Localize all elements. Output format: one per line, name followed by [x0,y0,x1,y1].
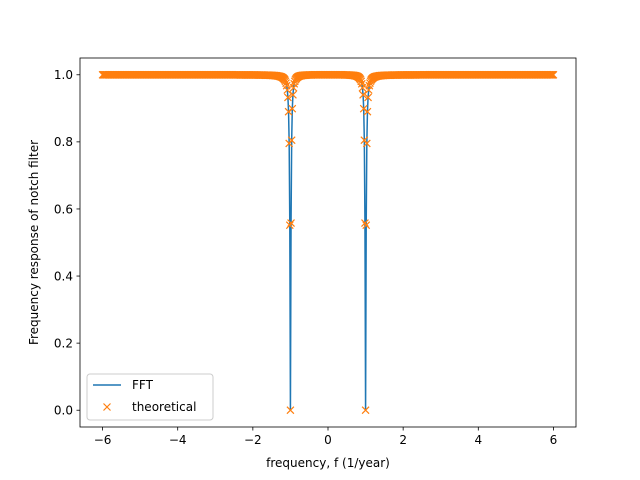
x-tick-label: 6 [550,433,558,447]
y-tick-label: 0.8 [54,135,73,149]
x-tick-label: −2 [244,433,262,447]
y-axis-ticks: 0.0 0.2 0.4 0.6 0.8 1.0 [54,68,80,418]
theoretical-point [549,70,558,79]
legend: FFT theoretical [86,373,214,421]
y-axis-label: Frequency response of notch filter [27,140,41,345]
x-tick-label: −4 [169,433,187,447]
theoretical-point [282,79,290,87]
legend-theoretical-swatch [103,403,111,411]
y-tick-label: 0.0 [54,404,73,418]
theoretical-point [289,90,297,99]
x-tick-label: −6 [94,433,112,447]
y-tick-label: 1.0 [54,68,73,82]
y-tick-label: 0.4 [54,269,73,283]
theoretical-point [363,107,372,116]
series-layer [98,70,558,415]
theoretical-point [285,221,294,230]
theoretical-point [362,221,371,230]
theoretical-point [286,406,295,415]
x-tick-label: 4 [474,433,482,447]
theoretical-point [287,219,295,227]
y-tick-label: 0.2 [54,336,73,350]
legend-x-marker [103,403,111,411]
theoretical-point [281,77,290,86]
theoretical-point [365,81,374,90]
theoretical-point [362,139,371,148]
theoretical-point [358,83,367,92]
x-tick-label: 0 [324,433,332,447]
x-tick-label: 2 [399,433,407,447]
series-theoretical-markers [98,70,558,415]
theoretical-point [287,136,296,145]
theoretical-point [283,93,292,102]
legend-fft-label: FFT [132,378,154,392]
x-axis-ticks: −6 −4 −2 0 2 4 6 [94,427,558,447]
x-axis-label: frequency, f (1/year) [266,456,390,470]
theoretical-point [361,406,370,415]
legend-theoretical-label: theoretical [132,400,196,414]
theoretical-point [361,219,369,227]
theoretical-point [364,93,373,102]
y-tick-label: 0.6 [54,202,73,216]
theoretical-point [357,77,366,86]
theoretical-point [288,104,297,113]
